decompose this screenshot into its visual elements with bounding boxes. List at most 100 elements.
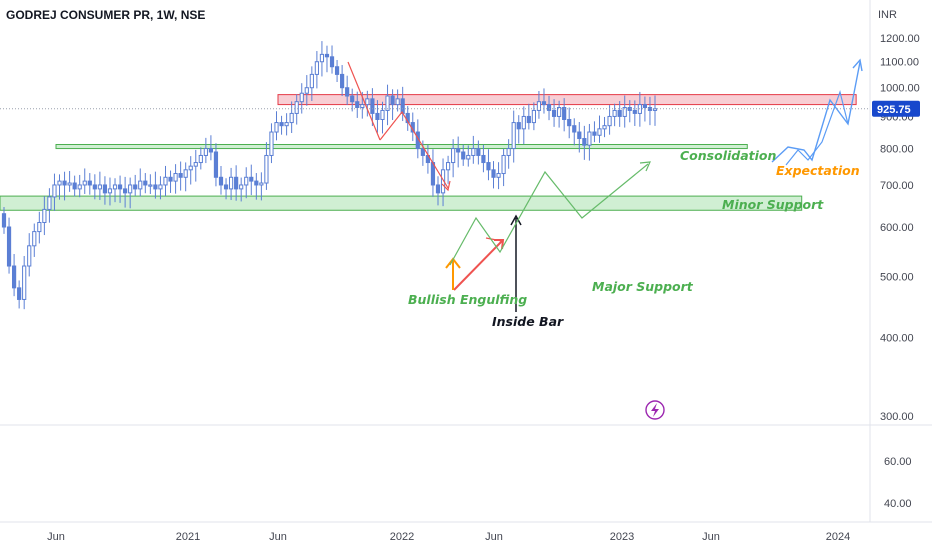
candle-body — [223, 184, 229, 190]
candle-body — [97, 184, 102, 190]
zone-major-support — [0, 195, 803, 211]
candle-body — [249, 176, 254, 182]
candle-body — [334, 66, 340, 75]
candle-body — [32, 231, 37, 247]
candle-body — [274, 122, 279, 133]
red-arrow-path-2 — [379, 110, 449, 189]
candle-body — [622, 107, 627, 117]
time-tick-label: 2022 — [390, 531, 414, 543]
candle-body — [577, 131, 582, 140]
annotation-minor-support: Minor Support — [722, 197, 824, 212]
candle-body — [47, 196, 52, 210]
candle-body — [516, 122, 521, 130]
candle-body — [501, 154, 506, 175]
candles-layer — [1, 41, 658, 310]
candle-body — [92, 184, 97, 190]
candle-body — [17, 287, 22, 300]
candle-body — [102, 184, 108, 194]
candle-body — [11, 265, 17, 289]
drawings-layer — [347, 58, 863, 312]
candle-body — [597, 128, 602, 136]
candle-body — [289, 112, 294, 124]
candle-body — [183, 169, 188, 178]
candle-body — [128, 184, 133, 194]
candle-body — [627, 107, 632, 111]
candle-body — [355, 101, 360, 109]
candle-body — [153, 184, 158, 190]
candle-body — [304, 87, 309, 94]
candle-body — [123, 188, 128, 194]
time-tick-label: Jun — [47, 531, 65, 543]
candle-body — [461, 151, 466, 160]
candle-body — [445, 162, 451, 171]
price-tick-label: 700.00 — [880, 180, 914, 192]
time-tick-label: Jun — [269, 531, 287, 543]
annotation-expectation: Expectation — [776, 163, 860, 178]
candle-body — [400, 98, 405, 114]
candle-body — [143, 180, 148, 186]
blue-expectation-path-2 — [785, 89, 849, 166]
annotation-consolidation: Consolidation — [680, 148, 776, 163]
red-arrow-path-1 — [347, 61, 381, 141]
candle-body — [27, 245, 32, 267]
candle-body — [112, 184, 118, 190]
candle-body — [42, 208, 47, 223]
price-tick-label: 300.00 — [880, 411, 914, 423]
candle-body — [208, 148, 214, 153]
candle-body — [380, 109, 385, 120]
candle-body — [612, 109, 617, 117]
candle-body — [506, 148, 511, 156]
price-tick-label: 800.00 — [880, 144, 914, 156]
candle-body — [329, 56, 335, 68]
candle-body — [511, 122, 516, 150]
green-arrow-head — [639, 161, 651, 172]
candle-body — [314, 61, 319, 75]
candle-body — [67, 182, 72, 186]
candle-body — [294, 101, 299, 114]
price-tick-label: 400.00 — [880, 333, 914, 345]
candle-body — [471, 148, 476, 156]
price-tick-label: 60.00 — [884, 456, 912, 468]
candle-body — [476, 148, 481, 156]
candle-body — [491, 169, 496, 178]
candle-body — [617, 109, 622, 117]
candle-body — [284, 122, 289, 127]
price-axis[interactable]: 1200.001100.001000.00900.00800.00700.006… — [880, 33, 920, 510]
inside-bar-arrow-head — [510, 214, 522, 226]
candle-body — [57, 180, 62, 186]
candle-body — [521, 115, 526, 130]
last-price-value: 925.75 — [877, 104, 911, 116]
candle-body — [244, 176, 249, 186]
candle-body — [557, 107, 562, 117]
candle-body — [279, 122, 284, 127]
candle-body — [52, 184, 57, 198]
green-zigzag-path — [449, 163, 649, 266]
red-arrow-up — [453, 240, 503, 291]
candle-body — [567, 118, 572, 127]
candle-body — [259, 182, 264, 186]
candle-body — [138, 180, 143, 190]
candle-body — [213, 151, 219, 178]
price-tick-label: 40.00 — [884, 498, 912, 510]
candle-body — [173, 173, 178, 182]
candle-body — [345, 87, 350, 97]
candle-body — [77, 184, 82, 190]
candle-body — [587, 131, 592, 146]
candle-body — [531, 109, 536, 124]
time-tick-label: 2024 — [826, 531, 850, 543]
candle-body — [375, 112, 380, 120]
time-tick-label: 2021 — [176, 531, 200, 543]
candle-body — [234, 176, 239, 190]
lightning-icon[interactable] — [645, 400, 665, 420]
candle-body — [62, 180, 67, 186]
candle-body — [435, 184, 441, 194]
price-tick-label: 1200.00 — [880, 33, 920, 45]
annotation-bullish-engulfing: Bullish Engulfing — [408, 292, 527, 307]
time-axis[interactable]: Jun 2021 Jun 2022 Jun 2023 Jun 2024 — [47, 531, 850, 543]
candle-body — [319, 53, 325, 63]
time-tick-label: 2023 — [610, 531, 634, 543]
candle-body — [340, 73, 345, 89]
candle-body — [193, 162, 198, 167]
candle-body — [365, 98, 370, 106]
